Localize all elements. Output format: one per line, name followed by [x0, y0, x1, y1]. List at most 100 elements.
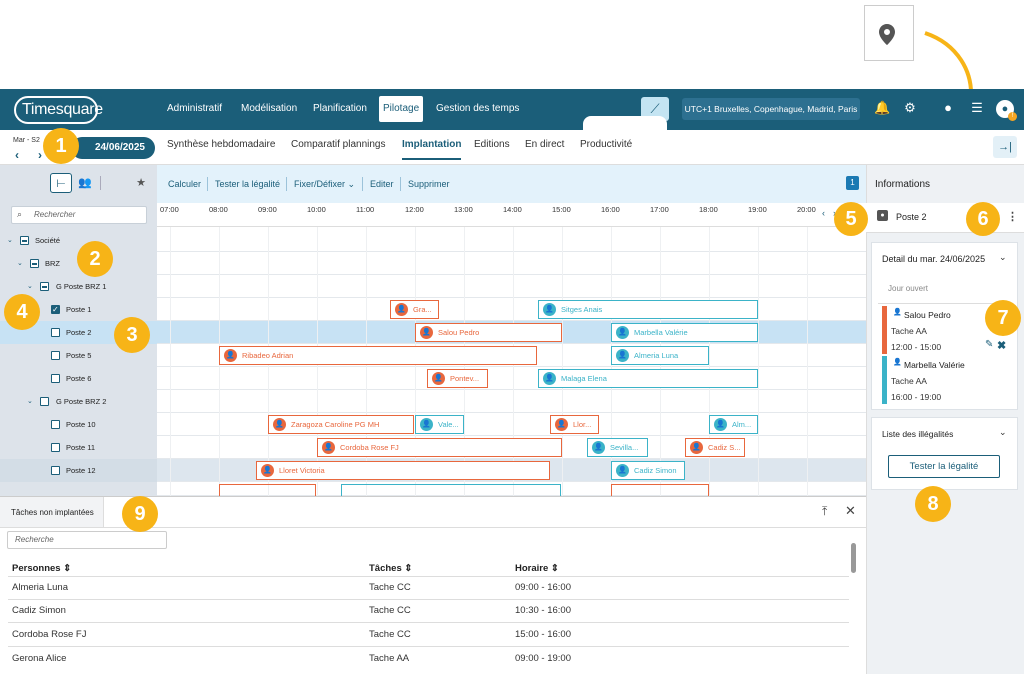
tree-node-poste1[interactable]: Poste 1: [0, 298, 157, 321]
shift-bar[interactable]: 👤 Zaragoza Caroline PG MH: [268, 415, 414, 434]
col-header-personnes[interactable]: Personnes ⇕: [12, 563, 71, 574]
grid-row: [157, 275, 866, 298]
checkbox[interactable]: [51, 328, 60, 337]
checkbox[interactable]: [40, 397, 49, 406]
nav-planification[interactable]: Planification: [313, 103, 367, 114]
tree-node-poste12[interactable]: Poste 12: [0, 459, 157, 482]
shift-bar[interactable]: 👤 Lloret Victoria: [256, 461, 550, 480]
hour-label: 19:00: [748, 205, 767, 214]
checkbox[interactable]: [30, 259, 39, 268]
close-icon[interactable]: ✕: [845, 503, 856, 518]
checkbox[interactable]: [51, 443, 60, 452]
shift-bar[interactable]: 👤 Ribadeo Adrian: [219, 346, 537, 365]
bottom-search-input[interactable]: Recherche: [7, 531, 167, 549]
app-logo[interactable]: Timesquare: [14, 96, 103, 124]
gear-icon[interactable]: ⚙: [904, 100, 916, 115]
chevron-down-icon[interactable]: ⌄: [7, 237, 13, 244]
favorite-star-icon[interactable]: ★: [136, 177, 146, 189]
col-header-taches[interactable]: Tâches ⇕: [369, 563, 412, 574]
menu-icon[interactable]: ☰: [971, 100, 983, 115]
shift-bar[interactable]: 👤 Cadiz S...: [685, 438, 745, 457]
tab-comparatif[interactable]: Comparatif plannings: [291, 139, 386, 150]
shift-bar-partial[interactable]: [341, 484, 561, 496]
bell-icon[interactable]: 🔔: [874, 100, 891, 115]
tab-productivite[interactable]: Productivité: [580, 139, 633, 150]
test-legality-button[interactable]: Tester la légalité: [888, 455, 1000, 478]
action-toolbar: [157, 165, 866, 203]
supprimer-button[interactable]: Supprimer: [408, 179, 450, 189]
task1-task: Tache AA: [891, 326, 927, 336]
shift-bar[interactable]: 👤 Cordoba Rose FJ: [317, 438, 562, 457]
timeline-prev-icon[interactable]: ‹: [822, 208, 825, 218]
nav-pilotage[interactable]: Pilotage: [379, 96, 424, 122]
checkbox[interactable]: [20, 236, 29, 245]
person-icon: 👤: [543, 372, 556, 385]
tab-synthese[interactable]: Synthèse hebdomadaire: [167, 139, 276, 150]
illegalities-title[interactable]: Liste des illégalités: [882, 429, 954, 439]
date-picker[interactable]: 24/06/2025: [71, 137, 155, 159]
tree-node-poste6[interactable]: Poste 6: [0, 367, 157, 390]
tree-node-poste5[interactable]: Poste 5: [0, 344, 157, 367]
shift-bar[interactable]: 👤 Sevilla...: [587, 438, 648, 457]
shift-bar[interactable]: 👤 Malaga Elena: [538, 369, 758, 388]
detail-title[interactable]: Detail du mar. 24/06/2025: [882, 254, 986, 264]
timezone-selector[interactable]: UTC+1 Bruxelles, Copenhague, Madrid, Par…: [682, 98, 860, 120]
nav-modelisation[interactable]: Modélisation: [241, 103, 298, 114]
delete-icon[interactable]: ✖: [997, 340, 1007, 352]
more-options-icon[interactable]: ⋮: [1007, 211, 1018, 223]
chevron-down-icon[interactable]: ⌄: [17, 260, 23, 267]
tree-node-societe[interactable]: ⌄ Société: [0, 229, 157, 252]
tree-node-brz[interactable]: ⌄ BRZ: [0, 252, 157, 275]
tree-view-icon[interactable]: ⊢: [50, 173, 72, 193]
scrollbar-thumb[interactable]: [851, 543, 856, 573]
shift-bar-partial[interactable]: [611, 484, 709, 496]
col-header-horaire[interactable]: Horaire ⇕: [515, 563, 559, 574]
checkbox[interactable]: [40, 282, 49, 291]
poste-header: [866, 203, 1024, 233]
tab-unassigned-tasks[interactable]: Tâches non implantées: [11, 508, 94, 517]
nav-gestion-temps[interactable]: Gestion des temps: [436, 103, 520, 114]
checkbox[interactable]: [51, 466, 60, 475]
shift-bar[interactable]: 👤 Gra...: [390, 300, 439, 319]
checkbox[interactable]: [51, 298, 60, 321]
chevron-down-icon[interactable]: ⌄: [999, 252, 1007, 262]
fixer-defixer-button[interactable]: Fixer/Défixer ⌄: [294, 179, 355, 190]
tree-node-poste11[interactable]: Poste 11: [0, 436, 157, 459]
tree-node-g2[interactable]: ⌄ G Poste BRZ 2: [0, 390, 157, 413]
divider: [0, 527, 866, 528]
tab-implantation[interactable]: Implantation: [402, 139, 462, 160]
tab-en-direct[interactable]: En direct: [525, 139, 565, 150]
calculer-button[interactable]: Calculer: [168, 179, 202, 189]
shift-bar[interactable]: 👤 Sitges Anais: [538, 300, 758, 319]
shift-bar[interactable]: 👤 Llor...: [550, 415, 599, 434]
shift-bar[interactable]: 👤 Pontev...: [427, 369, 488, 388]
chevron-down-icon[interactable]: ⌄: [27, 283, 33, 290]
shift-bar-partial[interactable]: [219, 484, 316, 496]
shift-bar[interactable]: 👤 Cadiz Simon: [611, 461, 685, 480]
tree-node-poste10[interactable]: Poste 10: [0, 413, 157, 436]
editer-button[interactable]: Editer: [370, 179, 394, 189]
shift-bar[interactable]: 👤 Salou Pedro: [415, 323, 562, 342]
tester-legalite-button[interactable]: Tester la légalité: [215, 179, 281, 189]
prev-date-icon[interactable]: ‹: [15, 148, 19, 162]
tab-editions[interactable]: Editions: [474, 139, 510, 150]
checkbox[interactable]: [51, 420, 60, 429]
edit-icon[interactable]: ✎: [985, 339, 994, 350]
checkbox[interactable]: [51, 374, 60, 383]
chevron-down-icon[interactable]: ⌄: [999, 427, 1007, 437]
tree-node-g1[interactable]: ⌄ G Poste BRZ 1: [0, 275, 157, 298]
nav-administratif[interactable]: Administratif: [167, 103, 223, 114]
col-label: Personnes: [12, 563, 61, 574]
lightbulb-icon[interactable]: ●: [944, 100, 952, 115]
shift-bar[interactable]: 👤 Almeria Luna: [611, 346, 709, 365]
maximize-icon[interactable]: ⤒: [822, 504, 828, 518]
shift-bar[interactable]: 👤 Marbella Valérie: [611, 323, 758, 342]
shift-bar[interactable]: 👤 Alm...: [709, 415, 758, 434]
people-view-icon[interactable]: 👥: [78, 177, 92, 189]
collapse-panel-icon[interactable]: →|: [993, 136, 1017, 158]
next-date-icon[interactable]: ›: [38, 148, 42, 162]
chevron-down-icon[interactable]: ⌄: [27, 398, 33, 405]
checkbox[interactable]: [51, 351, 60, 360]
tree-search-input[interactable]: Rechercher: [11, 206, 147, 224]
shift-bar[interactable]: 👤 Vale...: [415, 415, 464, 434]
